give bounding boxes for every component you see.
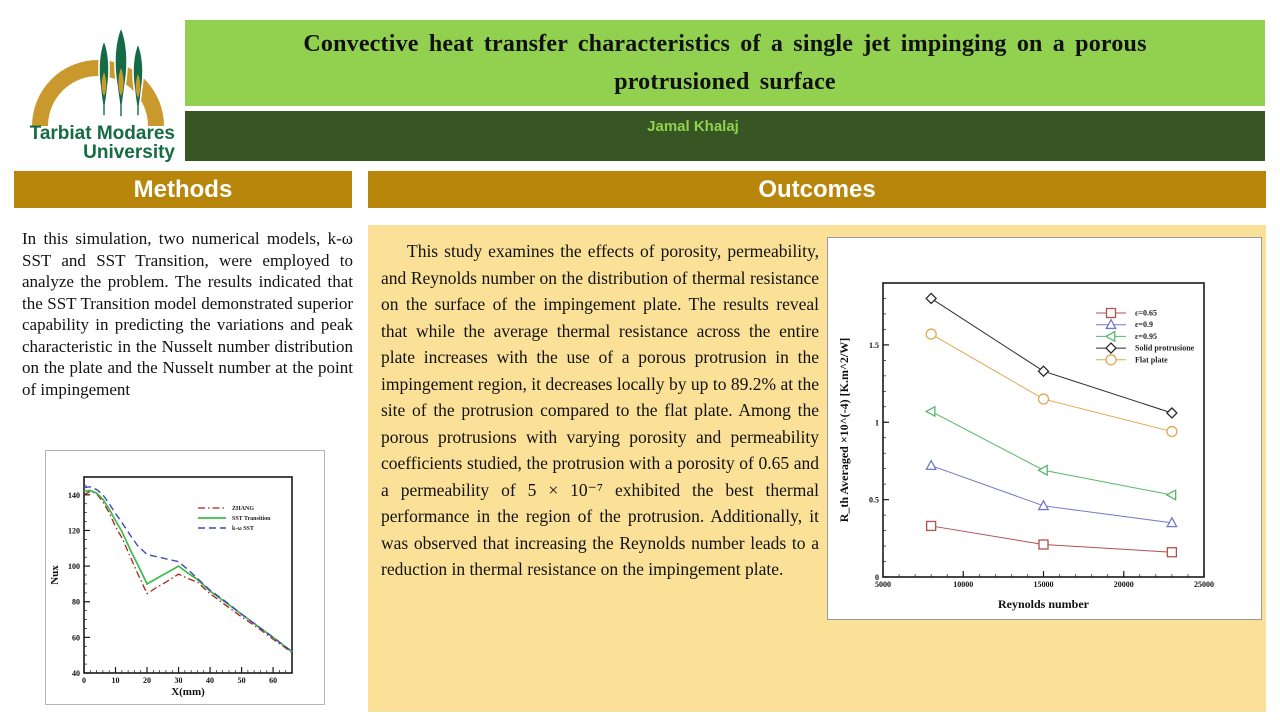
- methods-section-heading: Methods: [14, 171, 352, 208]
- svg-text:10: 10: [112, 676, 120, 685]
- svg-text:120: 120: [68, 526, 80, 535]
- svg-text:1.5: 1.5: [869, 341, 879, 350]
- logo-tree-cores: [101, 68, 141, 98]
- outcomes-section-heading: Outcomes: [368, 171, 1266, 208]
- svg-text:ε=0.65: ε=0.65: [1135, 309, 1157, 318]
- methods-chart-card: 0 10 20 30 40 50 60 40 60 80 100 120 140 X(mm) Nux ZHAN…: [45, 450, 325, 705]
- svg-text:Flat plate: Flat plate: [1135, 355, 1168, 364]
- svg-text:5000: 5000: [875, 580, 891, 589]
- poster-title-line2: protrusioned surface: [614, 69, 836, 95]
- logo-text-line2: University: [83, 142, 175, 162]
- svg-text:20: 20: [143, 676, 151, 685]
- methods-paragraph: In this simulation, two numerical models…: [22, 229, 353, 399]
- svg-text:ε=0.95: ε=0.95: [1135, 332, 1157, 341]
- svg-text:Solid protrusione: Solid protrusione: [1135, 344, 1195, 353]
- svg-text:Nux: Nux: [49, 565, 61, 585]
- svg-text:0: 0: [875, 573, 879, 582]
- thermal-resistance-chart: 5000 10000 15000 20000 25000 0 0.5 1 1.5 Reynolds…: [837, 282, 1214, 611]
- outcomes-paragraph: This study examines the effects of poros…: [381, 241, 819, 579]
- svg-text:50: 50: [238, 676, 246, 685]
- svg-text:20000: 20000: [1114, 580, 1134, 589]
- svg-text:0: 0: [82, 676, 86, 685]
- svg-text:X(mm): X(mm): [171, 686, 205, 698]
- svg-text:60: 60: [269, 676, 277, 685]
- svg-text:ZHANG: ZHANG: [232, 506, 254, 512]
- logo-arch-shape: [32, 60, 164, 127]
- svg-text:15000: 15000: [1034, 580, 1054, 589]
- svg-text:0.5: 0.5: [869, 496, 879, 505]
- university-logo: Tarbiat Modares University: [28, 10, 178, 163]
- svg-text:60: 60: [72, 633, 80, 642]
- svg-text:k-ω SST: k-ω SST: [232, 526, 254, 532]
- author-name: Jamal Khalaj: [647, 118, 739, 135]
- tarbiat-modares-logo-icon: Tarbiat Modares University: [30, 25, 175, 163]
- outcomes-chart-card: 5000 10000 15000 20000 25000 0 0.5 1 1.5 Reynolds…: [827, 237, 1262, 620]
- svg-text:100: 100: [68, 562, 80, 571]
- logo-text-line1: Tarbiat Modares: [30, 123, 175, 144]
- svg-text:80: 80: [72, 598, 80, 607]
- poster-title-line1: Convective heat transfer characteristics…: [303, 31, 1147, 57]
- svg-text:40: 40: [72, 669, 80, 678]
- svg-text:25000: 25000: [1194, 580, 1214, 589]
- svg-text:40: 40: [206, 676, 214, 685]
- nusselt-validation-chart: 0 10 20 30 40 50 60 40 60 80 100 120 140 X(mm) Nux ZHAN…: [49, 476, 293, 698]
- author-bar: Jamal Khalaj: [185, 111, 1265, 161]
- svg-text:10000: 10000: [953, 580, 973, 589]
- svg-text:SST Transition: SST Transition: [232, 516, 271, 522]
- svg-text:ε=0.9: ε=0.9: [1135, 320, 1153, 329]
- svg-text:140: 140: [68, 491, 80, 500]
- svg-text:1: 1: [875, 418, 879, 427]
- outcomes-panel: This study examines the effects of poros…: [368, 225, 1266, 712]
- svg-text:Reynolds number: Reynolds number: [998, 597, 1090, 611]
- svg-text:R_th Averaged ×10^(-4) [K.m^2/: R_th Averaged ×10^(-4) [K.m^2/W]: [837, 338, 851, 523]
- svg-text:30: 30: [175, 676, 183, 685]
- poster-title-bar: Convective heat transfer characteristics…: [185, 20, 1265, 106]
